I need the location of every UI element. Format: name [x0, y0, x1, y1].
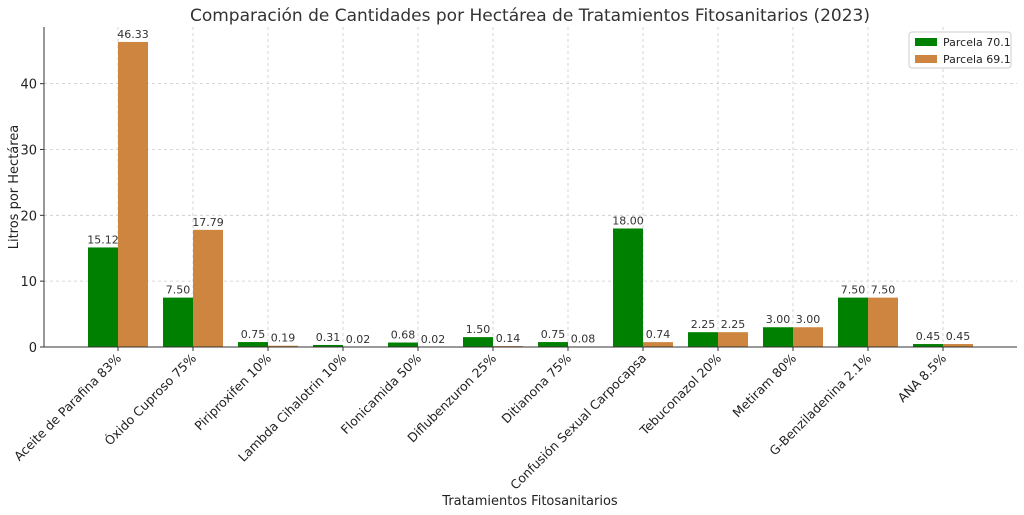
data-label: 7.50 — [841, 284, 866, 297]
bar-parcela-69-1 — [118, 41, 148, 347]
bar-parcela-70-1 — [538, 342, 568, 347]
bar-parcela-70-1 — [88, 247, 118, 347]
y-tick-label: 10 — [20, 275, 37, 290]
data-label: 0.31 — [316, 331, 341, 344]
x-tick-label: Ditianona 75% — [498, 350, 574, 426]
bar-parcela-70-1 — [688, 332, 718, 347]
bar-parcela-70-1 — [163, 297, 193, 347]
data-label: 2.25 — [691, 318, 716, 331]
data-label: 0.14 — [496, 332, 521, 345]
bar-parcela-70-1 — [463, 337, 493, 347]
bar-parcela-69-1 — [193, 229, 223, 347]
legend-swatch — [915, 55, 937, 63]
x-tick-label: Metiram 80% — [729, 350, 799, 420]
bar-parcela-70-1 — [838, 297, 868, 347]
data-label: 0.75 — [541, 328, 566, 341]
data-label: 0.19 — [271, 332, 296, 345]
bar-parcela-70-1 — [238, 342, 268, 347]
x-tick-label: Confusión Sexual Carpocapsa — [507, 351, 649, 493]
y-tick-label: 20 — [20, 209, 37, 224]
bar-parcela-69-1 — [868, 297, 898, 347]
chart-title: Comparación de Cantidades por Hectárea d… — [190, 6, 870, 26]
legend-swatch — [915, 38, 937, 46]
bar-parcela-70-1 — [388, 342, 418, 347]
data-label: 46.33 — [117, 28, 149, 41]
bar-parcela-70-1 — [313, 344, 343, 347]
data-label: 3.00 — [796, 313, 821, 326]
bar-parcela-70-1 — [913, 344, 943, 347]
data-label: 3.00 — [766, 313, 791, 326]
bar-parcela-69-1 — [643, 342, 673, 347]
data-label: 0.02 — [421, 333, 446, 346]
x-axis-label: Tratamientos Fitosanitarios — [441, 494, 618, 509]
x-tick-label: ANA 8.5% — [895, 350, 950, 405]
data-label: 15.12 — [87, 233, 119, 246]
data-labels: 15.12 7.50 0.75 0.31 0.68 1.50 0.75 18.00 2.25 3.… — [87, 28, 970, 346]
data-label: 0.68 — [391, 329, 416, 342]
bar-parcela-70-1 — [613, 228, 643, 347]
data-label: 0.74 — [646, 328, 671, 341]
y-tick-label: 40 — [20, 78, 37, 93]
data-label: 7.50 — [871, 284, 896, 297]
bar-parcela-69-1 — [268, 345, 298, 347]
bars — [88, 41, 973, 347]
data-label: 1.50 — [466, 323, 491, 336]
data-label: 0.08 — [571, 332, 596, 345]
data-label: 18.00 — [612, 214, 644, 227]
legend: Parcela 70.1 Parcela 69.1 — [908, 31, 1012, 69]
data-label: 0.45 — [916, 330, 941, 343]
data-label: 7.50 — [166, 284, 191, 297]
bar-parcela-70-1 — [763, 327, 793, 347]
bar-parcela-69-1 — [793, 327, 823, 347]
bar-parcela-69-1 — [943, 344, 973, 347]
bar-parcela-69-1 — [718, 332, 748, 347]
data-label: 0.02 — [346, 333, 371, 346]
y-tick-label: 30 — [20, 143, 37, 158]
data-label: 17.79 — [192, 216, 224, 229]
legend-label: Parcela 70.1 — [943, 36, 1011, 49]
legend-label: Parcela 69.1 — [943, 53, 1011, 66]
x-tick-label: Tebuconazol 20% — [636, 350, 724, 438]
y-tick-label: 0 — [29, 341, 37, 356]
x-tick-label: Aceite de Parafina 83% — [11, 350, 124, 463]
x-tick-label: Piriproxifen 10% — [191, 350, 274, 433]
x-tick-label: Flonicamida 50% — [338, 350, 425, 437]
y-axis-label: Litros por Hectárea — [7, 125, 22, 250]
data-label: 0.75 — [241, 328, 266, 341]
data-label: 2.25 — [721, 318, 746, 331]
data-label: 0.45 — [946, 330, 971, 343]
